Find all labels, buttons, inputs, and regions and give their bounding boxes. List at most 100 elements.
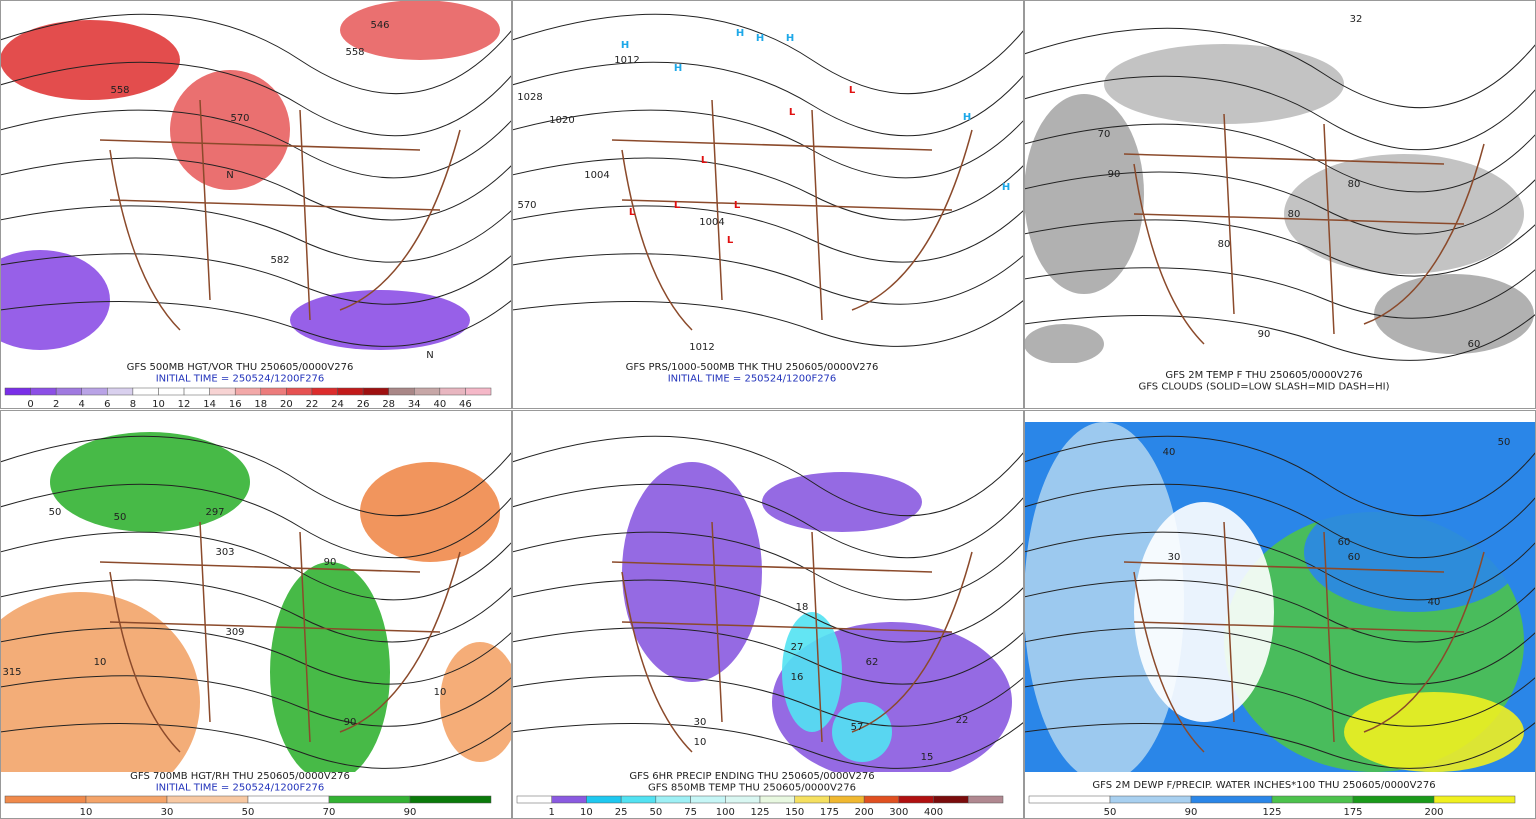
contour [513, 435, 1023, 517]
colorbar-label: 50 [649, 807, 662, 818]
map-label: 315 [2, 667, 21, 678]
panel: 32 70 80 80 90 90 80 60 GFS 2M TEMP F THU 250605… [1024, 0, 1536, 409]
contour [1025, 531, 1535, 601]
contour [1, 300, 511, 347]
contour [513, 61, 1023, 137]
map-label: 60 [1348, 552, 1361, 563]
map-label: L [674, 200, 681, 211]
colorbar-label: 125 [750, 807, 769, 818]
contour [513, 531, 1023, 601]
map-label: L [734, 200, 741, 211]
border [1123, 113, 1485, 345]
map-label: 50 [114, 512, 127, 523]
colorbar-swatch [414, 387, 441, 396]
map-label: 16 [791, 672, 804, 683]
contour [1025, 314, 1535, 361]
colorbar-label: 34 [408, 399, 421, 410]
map-label: 1004 [699, 217, 724, 228]
colorbar-label: 100 [716, 807, 735, 818]
colorbar-swatch [166, 795, 249, 804]
colorbar-swatch [725, 795, 761, 804]
colorbar-swatch [209, 387, 236, 396]
contour [1, 722, 511, 769]
map-label: H [621, 40, 629, 51]
panel: 50 40 30 60 60 40 GFS 2M DEWP F/PRECIP. WATER … [1024, 410, 1536, 819]
colorbar-label: 10 [580, 807, 593, 818]
colorbar-label: 200 [1424, 807, 1443, 818]
panel: H H H H H H H L L L L L L L 1012 1020 1028 1004 570 1004 101… [512, 0, 1024, 409]
colorbar-swatch [516, 795, 552, 804]
contour [1, 531, 511, 601]
map-background [513, 0, 1023, 363]
colorbar-label: 175 [820, 807, 839, 818]
map-label: 60 [1468, 339, 1481, 350]
colorbar-swatch [234, 387, 262, 396]
colorbar-swatch [260, 387, 287, 396]
colorbar-label: 14 [203, 399, 216, 410]
colorbar-swatch [759, 795, 795, 804]
contour [1025, 219, 1535, 277]
colorbar-label: 40 [433, 399, 446, 410]
shaded-area [1104, 44, 1344, 124]
map-label: L [849, 85, 856, 96]
colorbar-swatch [337, 387, 364, 396]
colorbar-label: 10 [80, 807, 93, 818]
colorbar-swatch [388, 387, 415, 396]
map-label: N [426, 350, 433, 361]
colorbar-swatch [655, 795, 691, 804]
caption: GFS PRS/1000-500MB THK THU 250605/0000V2… [626, 362, 879, 373]
contour [1025, 267, 1535, 319]
colorbar-label: 1 [549, 807, 555, 818]
shaded-area [140, 542, 260, 622]
map-label: L [629, 207, 636, 218]
map-label: 582 [270, 255, 289, 266]
colorbar-swatch [132, 387, 159, 396]
panel-frame [0, 0, 512, 409]
contour [1, 579, 511, 643]
colorbar-swatch [551, 795, 587, 804]
colorbar-swatch [829, 795, 865, 804]
contour [1, 483, 511, 559]
shaded-area [440, 642, 511, 762]
map-label: 90 [344, 717, 357, 728]
map-label: 90 [1108, 169, 1121, 180]
shaded-area [782, 612, 842, 732]
colorbar-swatch [465, 387, 492, 396]
map-label: 27 [791, 642, 804, 653]
colorbar-swatch [55, 387, 82, 396]
map-label: 10 [94, 657, 107, 668]
shaded-area [290, 290, 470, 350]
shaded-area [1304, 492, 1524, 612]
caption: INITIAL TIME = 250524/1200F276 [156, 783, 325, 794]
map-label: 60 [1338, 537, 1351, 548]
colorbar-label: 24 [331, 399, 344, 410]
colorbar-swatch [898, 795, 934, 804]
map-label: 80 [1218, 239, 1231, 250]
map-label: 1028 [517, 92, 542, 103]
map: 18 27 16 62 57 15 22 30 10 [513, 422, 1023, 772]
colorbar-label: 70 [323, 807, 336, 818]
shaded-area [1134, 502, 1274, 722]
map-label: 303 [215, 547, 234, 558]
colorbar-label: 26 [357, 399, 370, 410]
shaded-area [1025, 94, 1144, 294]
map-label: 90 [324, 557, 337, 568]
colorbar-label: 2 [53, 399, 59, 410]
colorbar-swatch [183, 387, 210, 396]
contour [513, 205, 1023, 263]
colorbar-swatch [30, 387, 57, 396]
map-label: 50 [49, 507, 62, 518]
colorbar-swatch [362, 387, 389, 396]
caption: GFS 700MB HGT/RH THU 250605/0000V276 [130, 771, 350, 782]
colorbar-swatch [107, 387, 134, 396]
contour [513, 253, 1023, 305]
contour [513, 157, 1023, 221]
contour [1025, 627, 1535, 685]
colorbar-swatch [933, 795, 969, 804]
map-label: 18 [796, 602, 809, 613]
border [611, 521, 973, 753]
colorbar-swatch [1433, 795, 1516, 804]
colorbar-label: 12 [178, 399, 191, 410]
map-label: H [786, 33, 794, 44]
